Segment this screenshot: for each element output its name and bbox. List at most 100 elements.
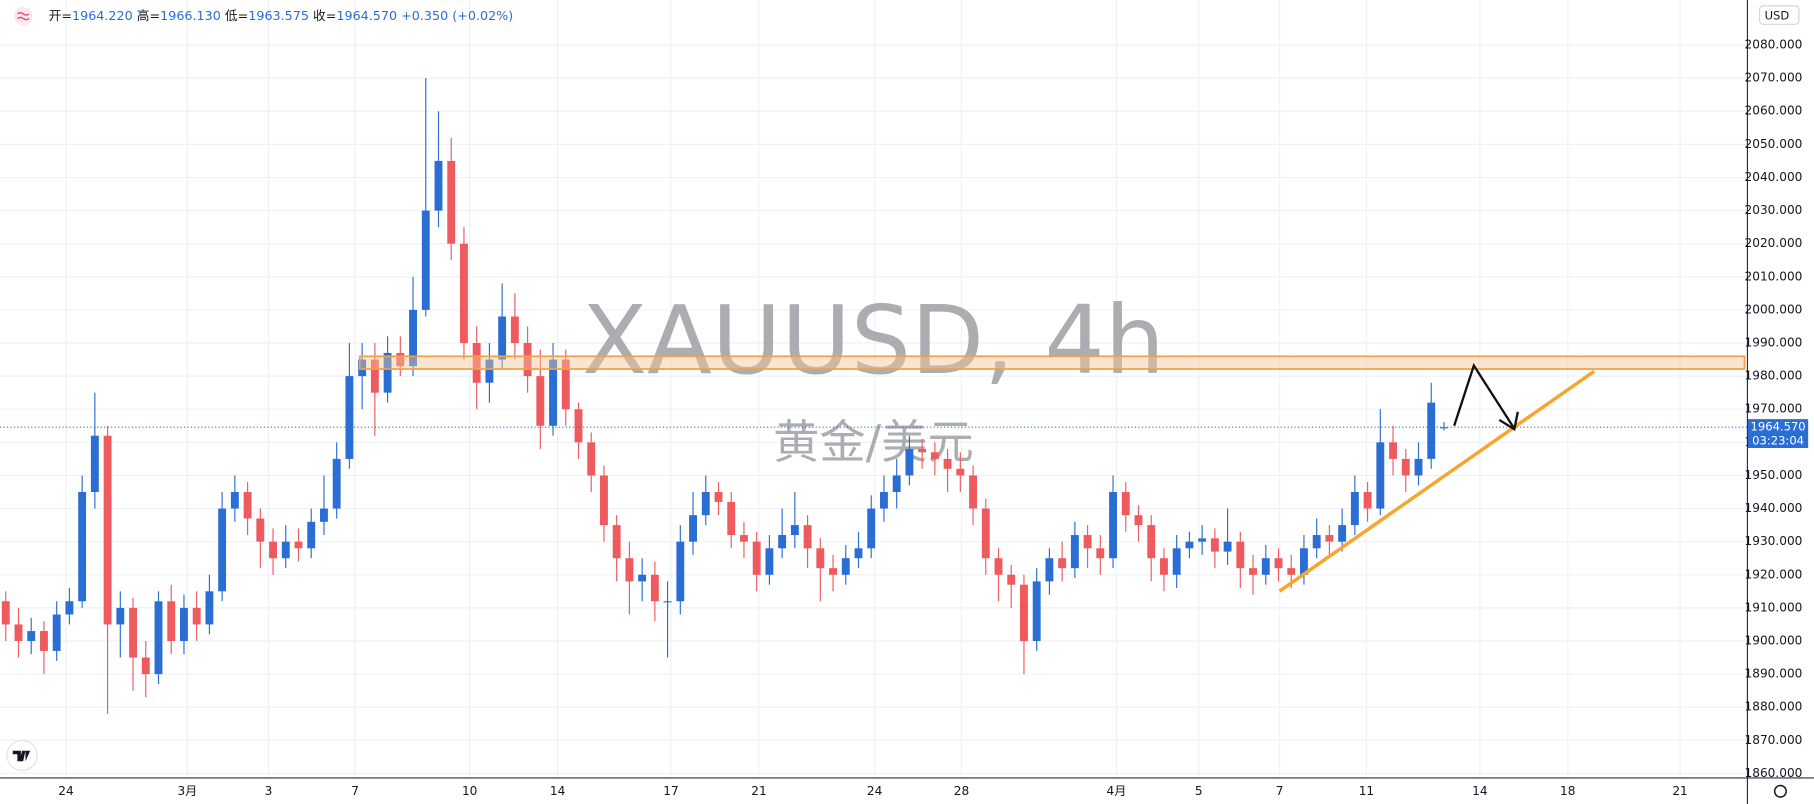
candle-body xyxy=(1440,427,1448,429)
projection-arrow xyxy=(1453,362,1515,428)
y-tick-label: 2040.000 xyxy=(1745,170,1803,184)
candle-body xyxy=(1096,548,1105,559)
candle-body xyxy=(1070,535,1079,569)
candle-body xyxy=(663,601,672,603)
candle-body xyxy=(829,568,837,575)
candle-body xyxy=(740,535,748,542)
candle-body xyxy=(27,631,36,641)
currency-label[interactable]: USD xyxy=(1765,9,1790,23)
candle-body xyxy=(1083,535,1092,549)
y-tick-label: 1940.000 xyxy=(1745,501,1803,515)
candle-body xyxy=(981,508,990,559)
candle-body xyxy=(1401,458,1410,476)
candle-body xyxy=(243,491,252,519)
candle-body xyxy=(1210,538,1219,552)
candle-body xyxy=(701,491,710,516)
candle-body xyxy=(1198,538,1207,542)
candle-body xyxy=(523,343,532,377)
candle-body xyxy=(370,359,379,393)
x-tick-label: 7 xyxy=(1276,784,1284,798)
candle-body xyxy=(1274,558,1283,569)
candle-body xyxy=(943,458,952,469)
candle-body xyxy=(612,525,621,559)
candle-body xyxy=(600,475,608,526)
y-tick-label: 2060.000 xyxy=(1745,104,1803,118)
price-axis-bg xyxy=(1746,0,1814,804)
candle-body xyxy=(994,558,1003,575)
x-tick-label: 11 xyxy=(1359,784,1374,798)
y-tick-label: 1900.000 xyxy=(1745,633,1803,647)
candle-body xyxy=(409,309,417,367)
candle-body xyxy=(549,359,557,426)
candle-body xyxy=(854,548,863,559)
candle-body xyxy=(536,376,545,426)
candle-body xyxy=(1287,568,1296,575)
candle-body xyxy=(625,558,634,582)
last-price-label: 1964.570 xyxy=(1751,420,1806,434)
candle-body xyxy=(1236,541,1245,569)
grid-layer xyxy=(0,0,1747,778)
countdown-label: 03:23:04 xyxy=(1752,434,1804,448)
candle-body xyxy=(1249,568,1257,575)
currency-button[interactable] xyxy=(1759,5,1800,25)
candle-body xyxy=(930,452,939,459)
candle-body xyxy=(485,359,494,383)
candle-body xyxy=(1350,491,1359,526)
candle-body xyxy=(447,160,456,244)
x-tick-label: 21 xyxy=(751,784,766,798)
candle-body xyxy=(1414,458,1423,476)
candle-body xyxy=(358,359,367,377)
candle-body xyxy=(816,548,825,569)
candle-body xyxy=(218,508,227,592)
legend-key: 低= xyxy=(225,8,248,23)
candle-body xyxy=(1376,442,1385,509)
y-tick-label: 2000.000 xyxy=(1745,302,1803,316)
candle-body xyxy=(969,475,977,509)
candle-body xyxy=(689,515,697,542)
candle-body xyxy=(103,435,112,625)
y-tick-label: 2030.000 xyxy=(1745,203,1803,217)
candle-body xyxy=(281,541,290,559)
y-tick-label: 1980.000 xyxy=(1745,369,1803,383)
candle-body xyxy=(65,601,74,615)
candle-body xyxy=(918,448,927,453)
candle-body xyxy=(383,352,392,393)
candle-body xyxy=(1007,574,1016,585)
x-tick-label: 21 xyxy=(1672,784,1687,798)
candle-body xyxy=(1058,558,1067,569)
candle-body xyxy=(460,243,468,344)
header: 开=1964.220 高=1966.130 低=1963.575 收=1964.… xyxy=(13,6,513,26)
candle-body xyxy=(141,657,150,675)
candle-body xyxy=(752,541,761,575)
y-tick-label: 2050.000 xyxy=(1745,137,1803,151)
candle-body xyxy=(892,475,901,492)
last-price-tag xyxy=(1748,419,1809,449)
x-tick-label: 18 xyxy=(1560,784,1575,798)
legend-value: 1963.575 xyxy=(248,8,309,23)
x-tick-label: 24 xyxy=(58,784,74,798)
candle-body xyxy=(154,601,163,675)
logo xyxy=(6,739,38,772)
candle-body xyxy=(1109,491,1117,559)
candle-body xyxy=(1121,491,1130,516)
candle-body xyxy=(1389,442,1397,459)
candle-body xyxy=(180,607,188,641)
candle-body xyxy=(434,160,443,211)
candle-body xyxy=(638,574,647,582)
settings-icon[interactable] xyxy=(1773,784,1787,798)
x-tick-label: 10 xyxy=(462,784,477,798)
candle-body xyxy=(905,448,914,476)
candle-body xyxy=(205,591,214,625)
y-tick-label: 1970.000 xyxy=(1745,402,1803,416)
y-tick-label: 1860.000 xyxy=(1745,766,1803,780)
candle-body xyxy=(52,614,61,651)
y-tick-label: 1870.000 xyxy=(1745,733,1803,747)
candle-body xyxy=(510,316,519,344)
legend-key: 开= xyxy=(49,8,72,23)
candle-body xyxy=(167,601,176,641)
y-tick-label: 1930.000 xyxy=(1745,534,1803,548)
candle-body xyxy=(778,535,787,549)
candle-body xyxy=(880,491,888,509)
y-tick-label: 2080.000 xyxy=(1745,38,1803,52)
